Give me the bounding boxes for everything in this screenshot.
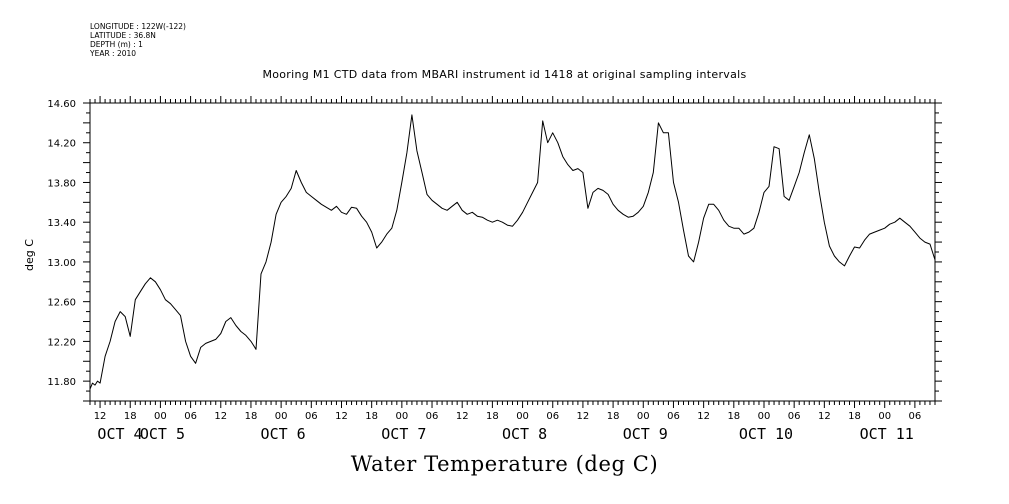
x-day-label: OCT 4 [97, 425, 142, 443]
x-hour-label: 00 [154, 411, 167, 422]
x-hour-label: 06 [426, 411, 439, 422]
x-day-label: OCT 10 [739, 425, 793, 443]
series-group [89, 114, 936, 390]
x-hour-label: 12 [697, 411, 710, 422]
x-axis-title: Water Temperature (deg C) [350, 452, 659, 476]
x-hour-label: 12 [577, 411, 590, 422]
x-hour-label: 18 [124, 411, 137, 422]
x-day-label: OCT 9 [623, 425, 668, 443]
x-day-label: OCT 5 [140, 425, 185, 443]
x-hour-label: 00 [878, 411, 891, 422]
y-tick-label: 13.00 [47, 258, 76, 269]
metadata-block: LONGITUDE : 122W(-122) LATITUDE : 36.8N … [90, 22, 186, 58]
x-hour-label: 06 [788, 411, 801, 422]
x-hour-label: 12 [456, 411, 469, 422]
y-tick-label: 12.20 [47, 337, 76, 348]
x-hour-label: 00 [637, 411, 650, 422]
longitude-label: LONGITUDE : 122W(-122) [90, 22, 186, 31]
y-tick-label: 13.80 [47, 178, 76, 189]
y-tick-label: 13.40 [47, 218, 76, 229]
depth-label: DEPTH (m) : 1 [90, 40, 143, 49]
x-day-label: OCT 6 [261, 425, 306, 443]
x-hour-labels: 12 18 00 06 12 18 00 06 12 18 00 06 12 18 00 06 12 18 00 06… [94, 411, 922, 422]
x-day-label: OCT 7 [381, 425, 426, 443]
chart-title: Mooring M1 CTD data from MBARI instrumen… [262, 68, 747, 81]
x-hour-label: 00 [516, 411, 529, 422]
y-tick-label: 12.60 [47, 298, 76, 309]
x-hour-label: 12 [818, 411, 831, 422]
plot-frame [89, 102, 936, 402]
x-day-label: OCT 11 [860, 425, 914, 443]
x-hour-label: 06 [305, 411, 318, 422]
x-hour-label: 12 [335, 411, 348, 422]
x-day-label: OCT 8 [502, 425, 547, 443]
y-tick-labels: 14.60 14.20 13.80 13.40 13.00 12.60 12.20 11.80 [47, 99, 76, 388]
x-hour-label: 18 [486, 411, 499, 422]
year-label: YEAR : 2010 [90, 49, 137, 58]
y-tick-label: 11.80 [47, 377, 76, 388]
x-hour-label: 12 [214, 411, 227, 422]
latitude-label: LATITUDE : 36.8N [90, 31, 156, 40]
y-axis-label: deg C [23, 239, 36, 271]
axis-ticks [83, 96, 942, 408]
x-hour-label: 18 [245, 411, 258, 422]
x-hour-label: 18 [848, 411, 861, 422]
x-hour-label: 18 [607, 411, 620, 422]
x-hour-label: 00 [275, 411, 288, 422]
x-hour-label: 06 [667, 411, 680, 422]
x-hour-label: 18 [365, 411, 378, 422]
y-tick-label: 14.20 [47, 139, 76, 150]
x-hour-label: 06 [184, 411, 197, 422]
y-tick-label: 14.60 [47, 99, 76, 110]
temperature-series-line [89, 114, 936, 390]
x-hour-label: 06 [546, 411, 559, 422]
x-hour-label: 00 [395, 411, 408, 422]
x-hour-label: 18 [727, 411, 740, 422]
x-hour-label: 06 [909, 411, 922, 422]
x-hour-label: 00 [758, 411, 771, 422]
x-hour-label: 12 [94, 411, 107, 422]
